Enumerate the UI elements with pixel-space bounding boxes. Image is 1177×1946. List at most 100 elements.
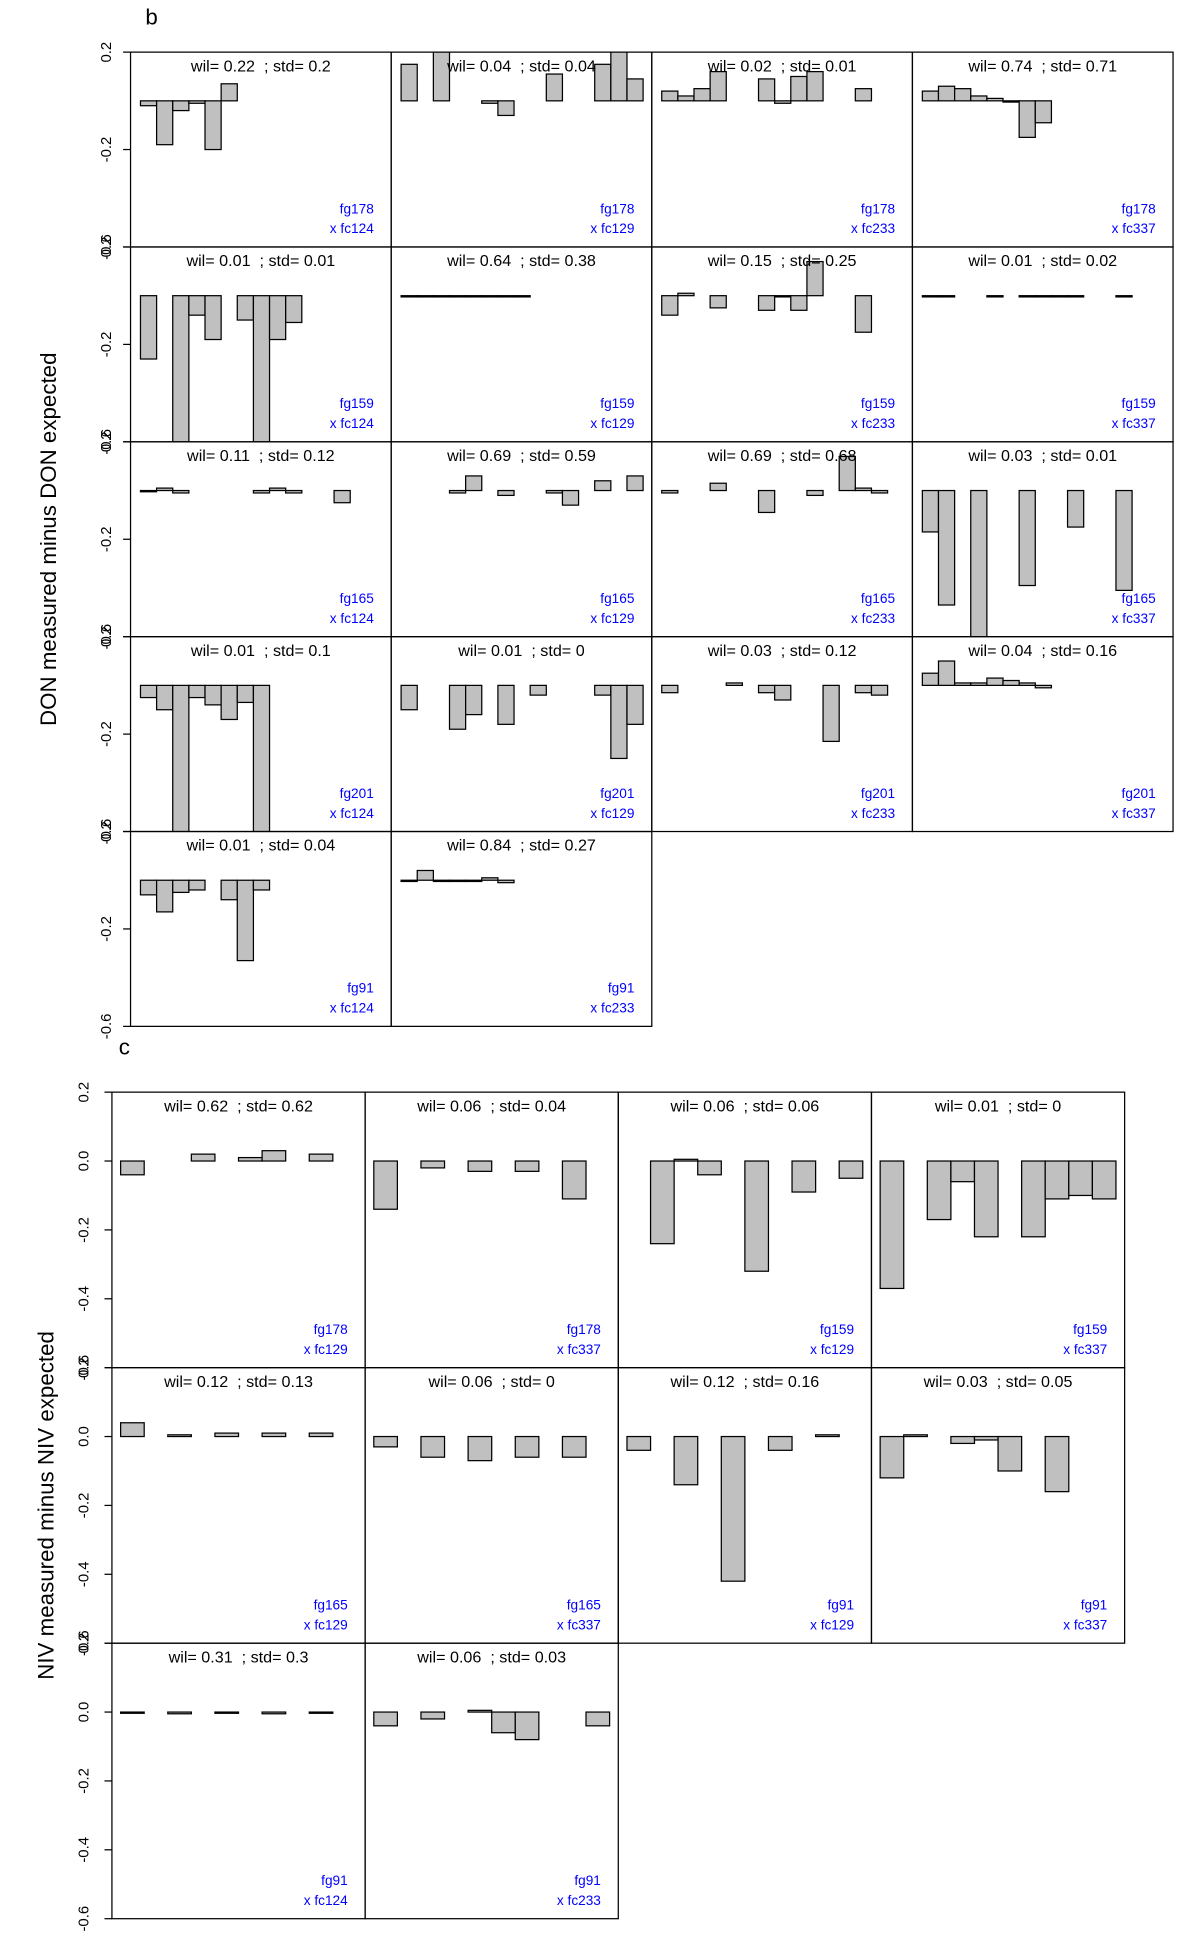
- bar: [167, 1711, 192, 1715]
- bar: [561, 1435, 587, 1458]
- bar: [903, 1434, 928, 1438]
- bar: [854, 684, 873, 694]
- fungus-label: fg165: [314, 1598, 349, 1613]
- fungus-label: fg159: [600, 396, 634, 411]
- bar: [497, 684, 515, 725]
- bar: [172, 295, 190, 442]
- panel-title: wil= 0.69 ; std= 0.59: [446, 447, 596, 465]
- bar: [139, 489, 158, 493]
- y-axis-title: DON measured minus DON expected: [36, 352, 61, 726]
- y-tick-label: -0.4: [77, 1286, 93, 1312]
- strain-label: x fc129: [304, 1342, 348, 1357]
- fungus-label: fg91: [321, 1873, 348, 1888]
- strain-label: x fc233: [851, 611, 895, 626]
- bar: [268, 295, 287, 341]
- bar: [545, 489, 564, 494]
- bar: [673, 1158, 699, 1162]
- y-tick-label: -0.2: [99, 137, 115, 163]
- panel-bars: [119, 1422, 334, 1438]
- fungus-label: fg165: [1122, 591, 1157, 606]
- bar: [1018, 489, 1036, 587]
- bar: [172, 489, 190, 494]
- panel-frame: [651, 246, 914, 443]
- bar: [188, 879, 206, 891]
- bar: [236, 295, 255, 321]
- bar: [155, 879, 174, 913]
- fungus-label: fg201: [1122, 786, 1156, 801]
- bar: [626, 475, 644, 492]
- bar: [973, 1435, 999, 1441]
- bar: [937, 660, 956, 687]
- y-tick-label: -0.2: [77, 1217, 93, 1243]
- bar: [791, 1160, 817, 1193]
- strain-label: x fc129: [590, 806, 634, 821]
- bar: [373, 1711, 398, 1727]
- bar: [806, 260, 824, 297]
- bar: [261, 1711, 287, 1715]
- y-tick-label: -0.6: [77, 1906, 93, 1932]
- bar: [400, 295, 418, 298]
- bar: [1044, 1435, 1070, 1493]
- bar: [561, 1160, 587, 1200]
- bar: [236, 879, 255, 962]
- y-tick-label: -0.2: [99, 721, 115, 747]
- bar: [285, 489, 303, 494]
- bar: [744, 1160, 770, 1272]
- panel-title: wil= 0.03 ; std= 0.05: [923, 1373, 1073, 1391]
- fungus-label: fg178: [340, 201, 374, 216]
- panel-title: wil= 0.64 ; std= 0.38: [446, 252, 596, 270]
- bar: [1034, 684, 1053, 689]
- strain-label: x fc124: [304, 1893, 348, 1908]
- fungus-label: fg178: [567, 1322, 601, 1337]
- panel-bars: [139, 83, 238, 151]
- bar: [950, 1435, 976, 1445]
- bar: [997, 1435, 1023, 1472]
- bar: [119, 1160, 145, 1176]
- bar: [514, 1435, 540, 1458]
- bar: [1021, 1160, 1046, 1238]
- y-tick-label: -0.2: [77, 1493, 93, 1519]
- y-tick-label: -0.6: [99, 1014, 115, 1040]
- bar: [308, 1432, 334, 1438]
- bar: [188, 295, 206, 316]
- panel-frame: [390, 246, 653, 443]
- fungus-label: fg159: [861, 396, 895, 411]
- bar: [1002, 679, 1020, 687]
- y-tick-label: -0.2: [99, 916, 115, 942]
- panel-bars: [373, 1160, 587, 1210]
- bar: [626, 78, 644, 102]
- bar: [661, 90, 679, 102]
- panel-bars: [649, 1158, 864, 1272]
- bar: [465, 475, 483, 492]
- panel-bars: [921, 489, 1133, 637]
- fungus-label: fg165: [861, 591, 896, 606]
- panel-title: wil= 0.01 ; std= 0.02: [967, 252, 1117, 270]
- bar: [790, 295, 808, 311]
- bar: [953, 682, 972, 687]
- bar: [514, 1160, 540, 1172]
- bar: [1034, 295, 1053, 298]
- fungus-label: fg178: [861, 201, 895, 216]
- strain-label: x fc129: [590, 416, 634, 431]
- strain-label: x fc337: [557, 1342, 601, 1357]
- bar: [1044, 1160, 1070, 1200]
- y-tick-label: 0.2: [99, 237, 115, 258]
- fungus-label: fg159: [1073, 1322, 1107, 1337]
- panel-bars: [119, 1711, 334, 1715]
- bar: [1066, 295, 1085, 298]
- y-tick-label: -0.2: [77, 1768, 93, 1794]
- panel-bars: [373, 1435, 587, 1462]
- strain-label: x fc337: [1112, 611, 1156, 626]
- bar: [870, 684, 889, 696]
- bar: [261, 1150, 287, 1162]
- bar: [237, 1156, 263, 1162]
- bar: [190, 1153, 216, 1162]
- bar: [420, 1160, 446, 1169]
- bar: [448, 684, 467, 730]
- bar: [139, 295, 158, 360]
- bar: [757, 684, 776, 694]
- y-tick-label: -0.4: [77, 1561, 93, 1587]
- panel-frame: [390, 830, 653, 1027]
- bar: [373, 1435, 398, 1448]
- bar: [937, 489, 956, 606]
